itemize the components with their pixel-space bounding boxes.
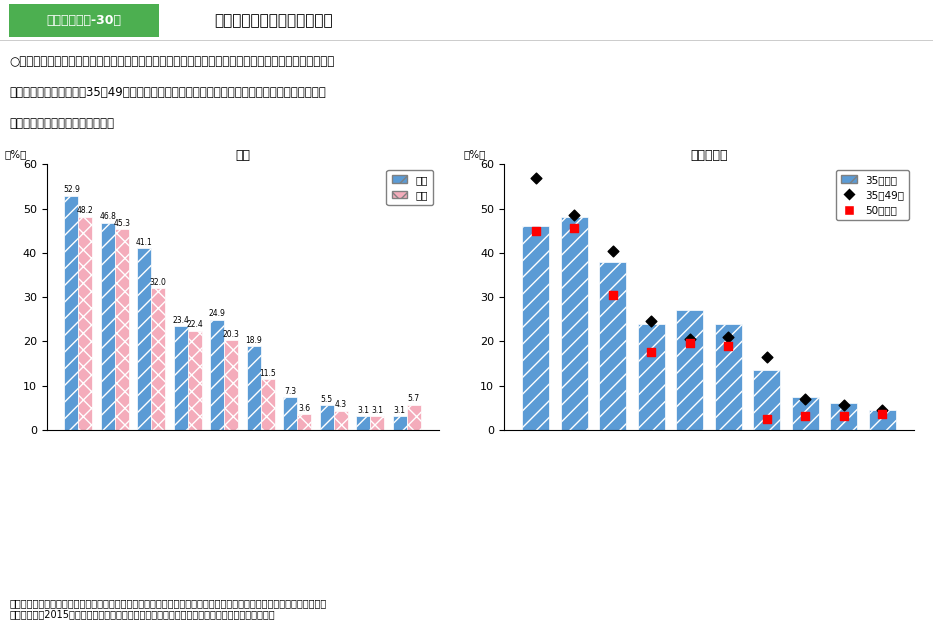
Bar bbox=[174, 326, 188, 430]
Bar bbox=[78, 217, 92, 430]
Text: 20.3: 20.3 bbox=[223, 330, 240, 339]
50歳以上 bbox=[721, 341, 736, 351]
Text: 22.4: 22.4 bbox=[187, 320, 203, 329]
50歳以上 bbox=[836, 411, 851, 422]
35～49歳 bbox=[682, 334, 697, 344]
Text: 41.1: 41.1 bbox=[136, 238, 153, 246]
Text: も多く、年齢階級別では35～49歳の中堅層で高くなっている。そのほか、現在の職務にいかすこ: も多く、年齢階級別では35～49歳の中堅層で高くなっている。そのほか、現在の職務… bbox=[9, 86, 326, 99]
Bar bbox=[298, 414, 312, 430]
Title: 年齢階級別: 年齢階級別 bbox=[690, 149, 728, 162]
Bar bbox=[188, 331, 202, 430]
Text: 18.9: 18.9 bbox=[245, 336, 262, 345]
Bar bbox=[676, 310, 703, 430]
Bar bbox=[407, 404, 421, 430]
Title: 性別: 性別 bbox=[235, 149, 250, 162]
Text: 5.5: 5.5 bbox=[321, 395, 333, 404]
Legend: 男性, 女性: 男性, 女性 bbox=[386, 169, 433, 205]
Text: 46.8: 46.8 bbox=[100, 212, 117, 221]
FancyBboxPatch shape bbox=[9, 4, 159, 37]
50歳以上 bbox=[606, 289, 620, 300]
Bar bbox=[211, 320, 224, 430]
Bar bbox=[869, 410, 896, 430]
Text: 32.0: 32.0 bbox=[150, 278, 167, 287]
50歳以上 bbox=[759, 413, 774, 423]
35～49歳 bbox=[528, 173, 543, 183]
Bar bbox=[522, 226, 550, 430]
Text: 5.7: 5.7 bbox=[408, 394, 420, 403]
Text: 45.3: 45.3 bbox=[113, 219, 131, 228]
50歳以上 bbox=[644, 348, 659, 358]
Text: 4.3: 4.3 bbox=[335, 401, 347, 410]
35～49歳 bbox=[836, 401, 851, 411]
Text: 3.1: 3.1 bbox=[357, 406, 369, 415]
Bar bbox=[224, 340, 238, 430]
Bar bbox=[753, 370, 780, 430]
Text: 52.9: 52.9 bbox=[63, 185, 80, 195]
Bar bbox=[284, 398, 298, 430]
Bar bbox=[115, 229, 129, 430]
Legend: 35歳未満, 35～49歳, 50歳以上: 35歳未満, 35～49歳, 50歳以上 bbox=[836, 169, 909, 221]
Bar bbox=[356, 416, 370, 430]
Bar bbox=[370, 416, 384, 430]
Bar bbox=[638, 324, 665, 430]
Bar bbox=[247, 346, 261, 430]
35～49歳 bbox=[759, 351, 774, 362]
Bar bbox=[599, 262, 626, 430]
35～49歳 bbox=[644, 316, 659, 326]
Bar bbox=[561, 217, 588, 430]
35～49歳 bbox=[567, 210, 582, 221]
50歳以上 bbox=[682, 339, 697, 349]
Text: 社会人学生の学び直しの目的: 社会人学生の学び直しの目的 bbox=[215, 13, 333, 28]
Text: 資料出所　イノベーション・デザイン＆テクノロジーズ（株）「社会人の大学等における学び直しの実態把握に関する調
　査研究」（2015年度文部科学省委託事業）をもと: 資料出所 イノベーション・デザイン＆テクノロジーズ（株）「社会人の大学等における… bbox=[9, 598, 327, 619]
35～49歳 bbox=[798, 394, 813, 404]
Text: 3.1: 3.1 bbox=[371, 406, 383, 415]
Bar bbox=[792, 397, 819, 430]
Text: 7.3: 7.3 bbox=[285, 387, 297, 396]
35～49歳 bbox=[875, 405, 890, 415]
Bar bbox=[320, 406, 334, 430]
Text: 24.9: 24.9 bbox=[209, 309, 226, 319]
Text: 11.5: 11.5 bbox=[259, 368, 276, 377]
50歳以上 bbox=[875, 410, 890, 420]
50歳以上 bbox=[567, 224, 582, 234]
Bar bbox=[151, 288, 165, 430]
Y-axis label: （%）: （%） bbox=[464, 149, 486, 159]
Bar bbox=[137, 248, 151, 430]
Text: ○　社会人学生が学んでいる目的は男女ともに「現在の職務を支える広い知見・視野を得るため」が最: ○ 社会人学生が学んでいる目的は男女ともに「現在の職務を支える広い知見・視野を得… bbox=[9, 55, 335, 68]
Bar bbox=[101, 222, 115, 430]
Text: 48.2: 48.2 bbox=[77, 206, 93, 215]
50歳以上 bbox=[798, 411, 813, 422]
Y-axis label: （%）: （%） bbox=[4, 149, 26, 159]
Text: とを目的としているものが多い。: とを目的としているものが多い。 bbox=[9, 117, 115, 130]
Text: 3.6: 3.6 bbox=[299, 403, 311, 413]
Bar bbox=[830, 403, 857, 430]
Bar bbox=[64, 196, 78, 430]
50歳以上 bbox=[528, 226, 543, 236]
Bar bbox=[334, 411, 348, 430]
Bar bbox=[393, 416, 407, 430]
35～49歳 bbox=[606, 246, 620, 256]
Text: 23.4: 23.4 bbox=[173, 316, 189, 325]
Text: 3.1: 3.1 bbox=[394, 406, 406, 415]
Bar bbox=[715, 324, 742, 430]
Text: 第２－（４）-30図: 第２－（４）-30図 bbox=[47, 14, 121, 27]
Bar bbox=[261, 379, 274, 430]
35～49歳 bbox=[721, 332, 736, 342]
